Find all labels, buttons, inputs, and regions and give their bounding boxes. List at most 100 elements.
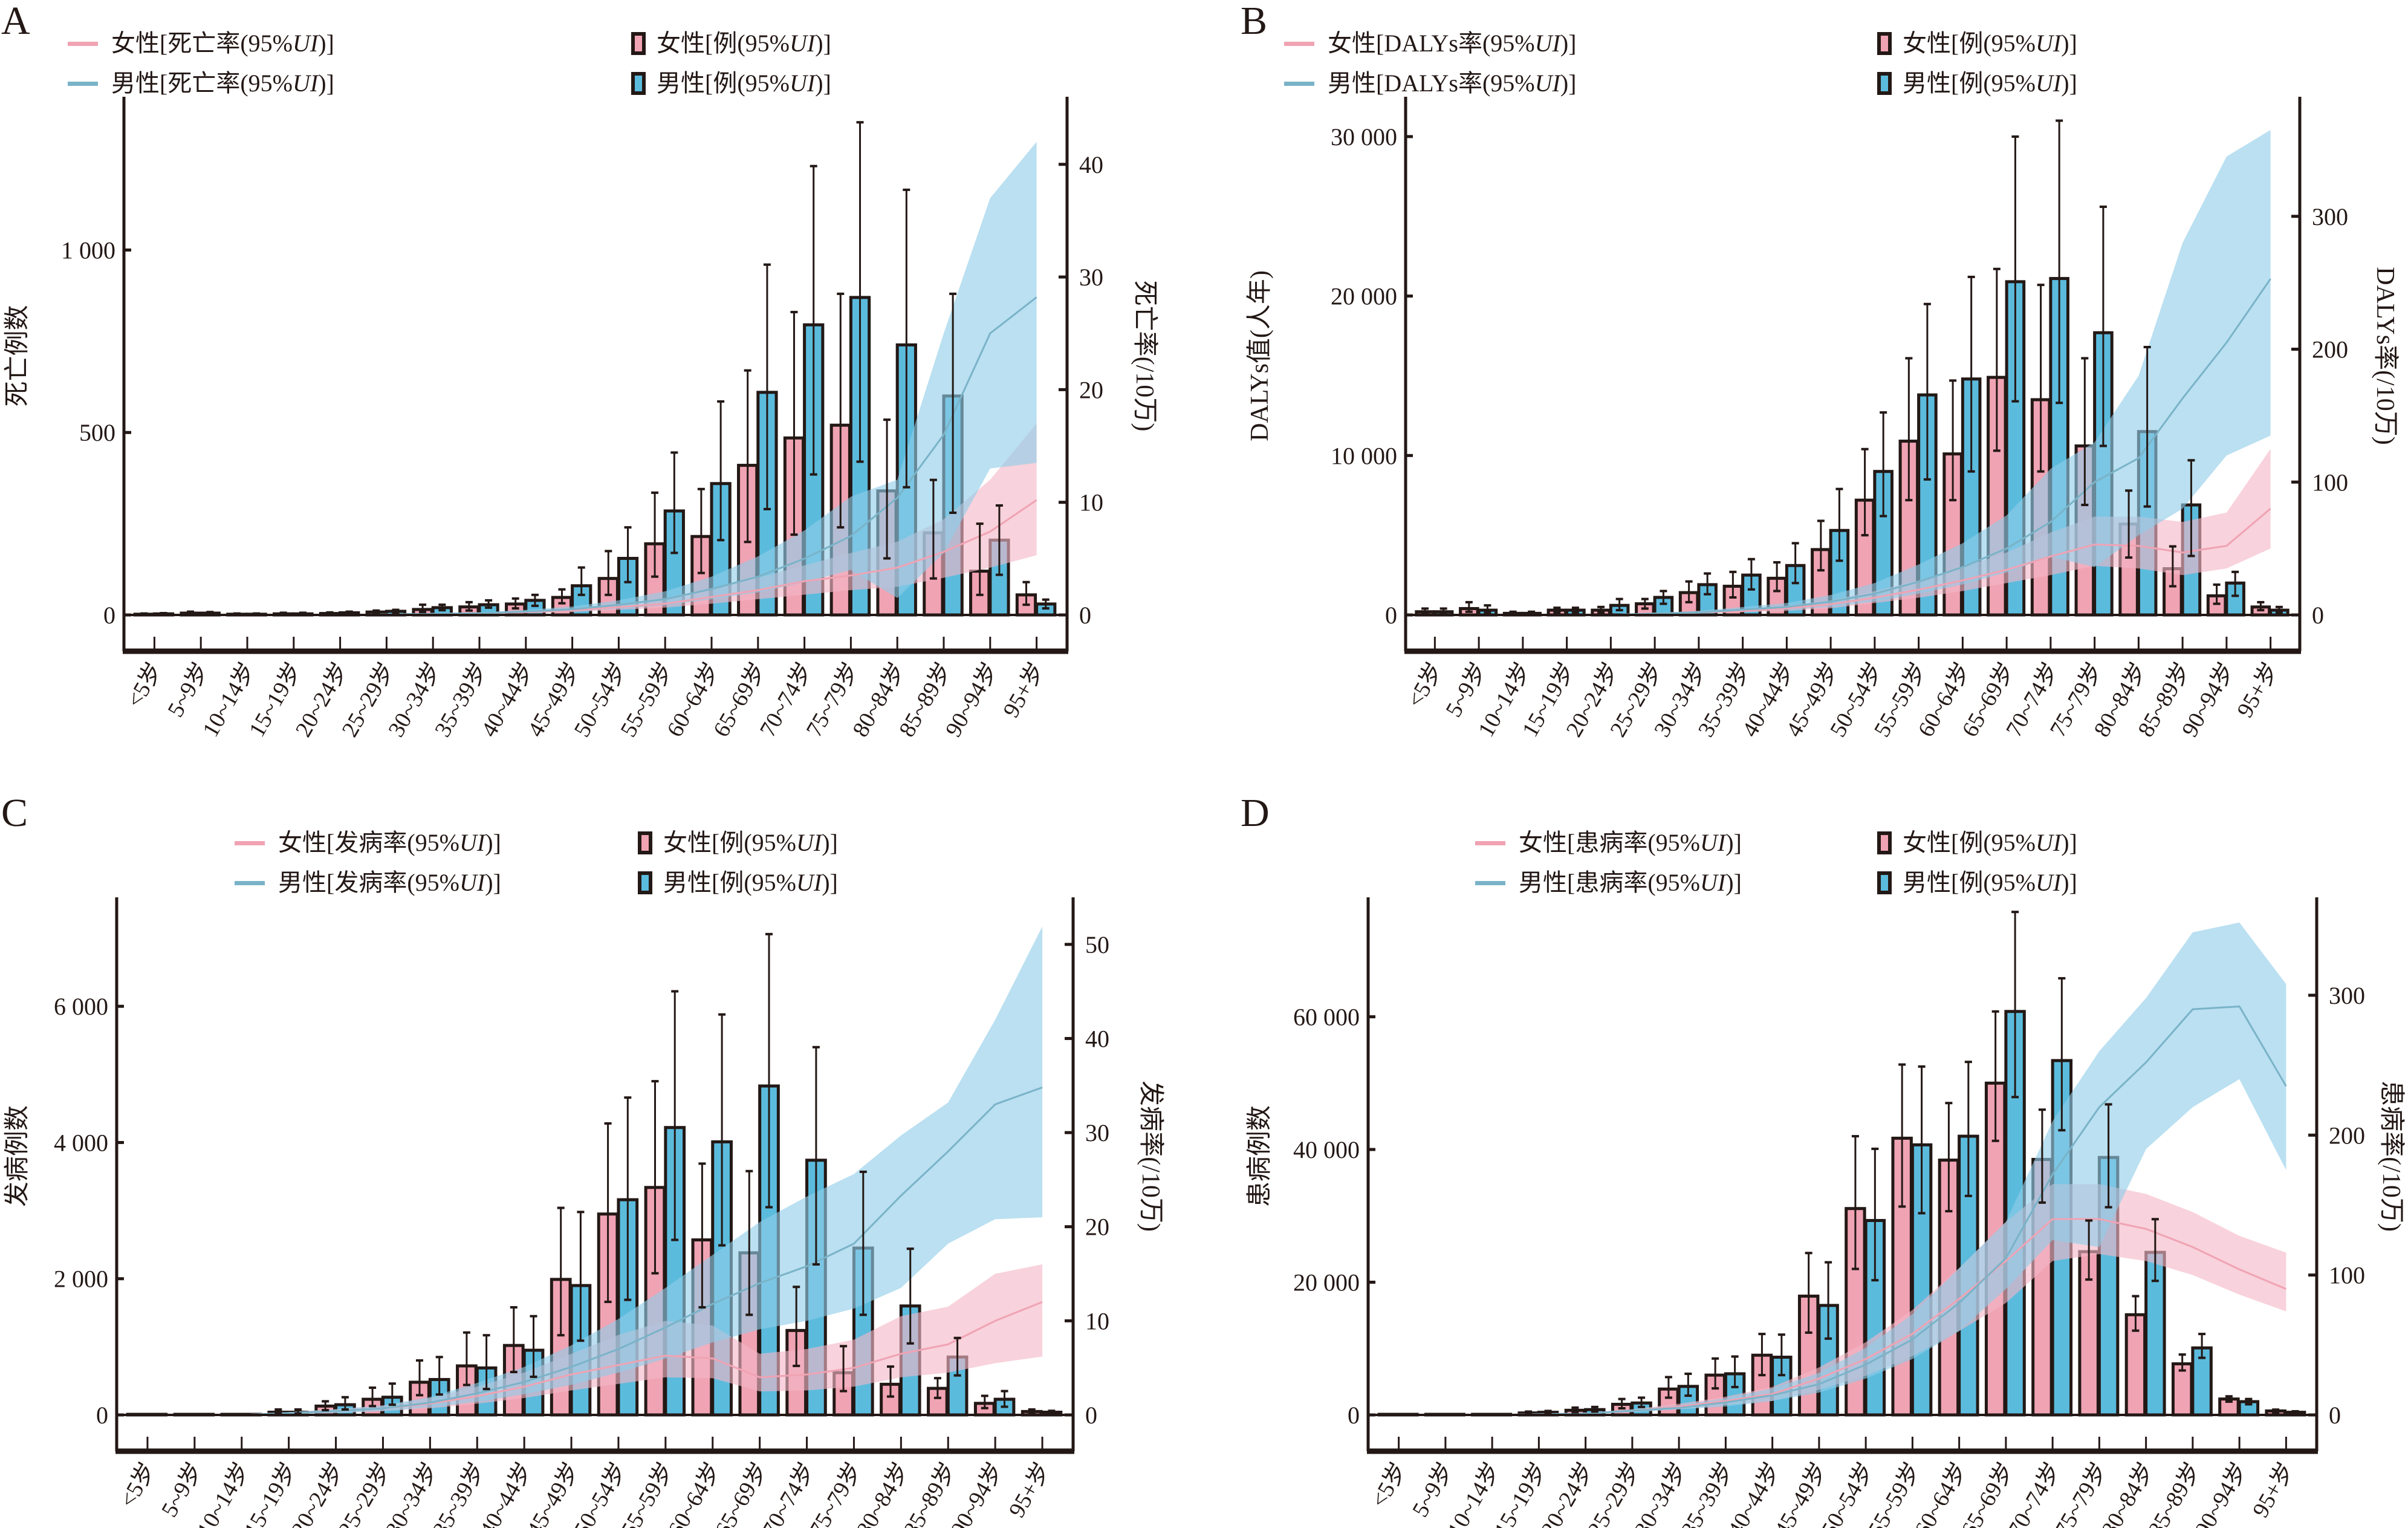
legend-item-male-rate: 男性[发病率(95%UI)]	[235, 871, 501, 895]
legend-item-male-rate: 男性[患病率(95%UI)]	[1475, 871, 1742, 895]
legend-item-female-count: 女性[例(95%UI)]	[638, 831, 838, 855]
y-tick-label-left: 6 000	[54, 993, 108, 1020]
bands-group	[147, 926, 1043, 1415]
legend-item-female-rate: 女性[DALYs率(95%UI)]	[1284, 31, 1576, 56]
y-axis-title-left: 发病例数	[4, 1105, 31, 1207]
y-axis-title-left: 患病例数	[1246, 1105, 1274, 1207]
y-tick-label-right: 300	[2312, 203, 2348, 230]
legend-box-swatch-female	[1877, 831, 1892, 854]
x-tick-label: <5岁	[122, 658, 168, 712]
x-tick-label: 5~9岁	[1407, 1458, 1459, 1522]
female-rate-ci-band	[1398, 1184, 2286, 1415]
legend-line-swatch-male	[235, 880, 265, 885]
female-rate-ci-band	[147, 1264, 1043, 1415]
legend-item-female-rate: 女性[患病率(95%UI)]	[1475, 831, 1742, 855]
y-tick-label-right: 300	[2329, 982, 2365, 1009]
y-tick-label-right: 30	[1085, 1119, 1109, 1146]
y-tick-label-right: 30	[1079, 264, 1103, 291]
y-tick-label-right: 200	[2329, 1122, 2365, 1149]
y-tick-label-left: 500	[79, 419, 115, 446]
y-tick-label-left: 1 000	[61, 236, 115, 264]
y-tick-label-left: 20 000	[1293, 1269, 1360, 1296]
y-tick-label-right: 20	[1085, 1214, 1109, 1241]
legend-item-female-rate: 女性[死亡率(95%UI)]	[68, 31, 334, 56]
legend-label: 男性[例(95%	[1903, 869, 2036, 896]
y-axis-title-right: DALYs率(/10万)	[2371, 267, 2400, 444]
x-tick-label: 95+岁	[2232, 658, 2283, 722]
y-tick-label-right: 20	[1079, 376, 1103, 403]
legend-label: 女性[DALYs率(95%	[1328, 30, 1535, 57]
legend-box-swatch-male	[1877, 871, 1892, 894]
y-axis-title-left: 死亡例数	[4, 305, 31, 406]
legend-box-swatch-male	[631, 72, 646, 95]
y-axis-title-left: DALYs值(人年)	[1245, 270, 1274, 441]
bands-group	[1435, 129, 2271, 615]
y-tick-label-left: 20 000	[1331, 283, 1397, 310]
y-tick-label-left: 0	[103, 602, 115, 629]
legend-box-swatch-female	[631, 32, 646, 55]
error-bars-group	[1525, 911, 2299, 1416]
legend-box-swatch-male	[1877, 72, 1892, 95]
legend-line-swatch-male	[68, 81, 98, 86]
legend-item-male-rate: 男性[DALYs率(95%UI)]	[1284, 71, 1576, 96]
legend-item-male-rate: 男性[死亡率(95%UI)]	[68, 71, 334, 96]
x-tick-label: <5岁	[1366, 1458, 1412, 1512]
y-tick-label-left: 0	[1385, 602, 1397, 629]
legend-line-swatch-male	[1284, 81, 1314, 86]
legend-item-female-count: 女性[例(95%UI)]	[631, 31, 831, 56]
y-tick-label-left: 60 000	[1293, 1004, 1360, 1031]
legend-label: 女性[例(95%	[657, 30, 790, 57]
y-axis-title-right: 死亡率(/10万)	[1131, 281, 1159, 432]
panel-letter: D	[1241, 791, 1270, 835]
y-axis-title-right: 患病率(/10万)	[2377, 1081, 2406, 1232]
bands-group	[154, 141, 1037, 616]
x-tick-label: 5~9岁	[157, 1458, 208, 1522]
legend-line-swatch-female	[235, 840, 265, 845]
legend-line-swatch-female	[1284, 41, 1314, 46]
y-tick-label-left: 0	[96, 1402, 108, 1429]
y-tick-label-left: 2 000	[54, 1266, 108, 1293]
legend-line-swatch-female	[68, 41, 98, 46]
y-tick-label-right: 0	[1085, 1402, 1097, 1429]
legend-label: 女性[例(95%	[1903, 30, 2036, 57]
legend-box-swatch-female	[638, 831, 652, 854]
legend-item-female-rate: 女性[发病率(95%UI)]	[235, 831, 501, 855]
male-count-bar	[2191, 1346, 2213, 1417]
legend-item-male-count: 男性[例(95%UI)]	[1877, 871, 2077, 895]
legend-label: 男性[患病率(95%	[1519, 869, 1700, 896]
legend-label: 男性[例(95%	[657, 70, 790, 97]
legend-label: 女性[例(95%	[1903, 829, 2036, 856]
legend-item-female-count: 女性[例(95%UI)]	[1877, 831, 2077, 855]
panel-letter: A	[1, 0, 30, 43]
legend-item-male-count: 男性[例(95%UI)]	[1877, 71, 2077, 96]
legend-label: 男性[例(95%	[1903, 70, 2036, 97]
x-tick-label: 95+岁	[998, 658, 1050, 722]
panel-d: D 女性[患病率(95%UI)] 男性[患病率(95%UI)] 女性[例(95%…	[1204, 764, 2408, 1528]
x-tick-label: <5岁	[115, 1458, 161, 1512]
y-tick-label-left: 4 000	[54, 1129, 108, 1156]
y-tick-label-left: 10 000	[1331, 442, 1397, 469]
legend-line-swatch-female	[1475, 840, 1505, 845]
x-tick-label: <5岁	[1403, 658, 1449, 712]
legend-label: 男性[DALYs率(95%	[1328, 70, 1535, 97]
legend-label: 女性[患病率(95%	[1519, 829, 1700, 856]
y-tick-label-right: 100	[2329, 1262, 2365, 1289]
y-tick-label-right: 40	[1085, 1025, 1109, 1052]
y-tick-label-left: 30 000	[1331, 123, 1397, 151]
x-tick-label: 5~9岁	[163, 658, 214, 722]
y-axis-title-right: 发病率(/10万)	[1137, 1081, 1165, 1232]
legend-label: 男性[发病率(95%	[278, 869, 459, 896]
y-tick-label-right: 10	[1079, 489, 1103, 516]
x-tick-label: 95+岁	[1004, 1458, 1056, 1522]
legend-item-male-count: 男性[例(95%UI)]	[638, 871, 838, 895]
panel-a: A 女性[死亡率(95%UI)] 男性[死亡率(95%UI)] 女性[例(95%…	[0, 0, 1204, 764]
error-bars-group	[274, 932, 1056, 1415]
y-tick-label-right: 0	[2329, 1402, 2341, 1429]
legend-item-female-count: 女性[例(95%UI)]	[1877, 31, 2077, 56]
panel-b: B 女性[DALYs率(95%UI)] 男性[DALYs率(95%UI)] 女性…	[1204, 0, 2408, 764]
y-tick-label-right: 40	[1079, 151, 1103, 178]
